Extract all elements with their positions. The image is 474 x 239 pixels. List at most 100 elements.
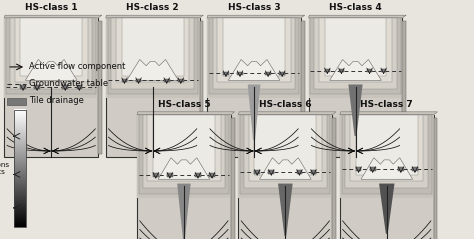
Bar <box>346 115 428 188</box>
Bar <box>147 115 220 181</box>
Polygon shape <box>309 15 406 18</box>
Bar <box>370 167 375 171</box>
Text: HS-class 6: HS-class 6 <box>259 100 312 109</box>
Bar <box>325 69 330 72</box>
Bar <box>231 118 235 239</box>
Bar <box>238 115 332 239</box>
Bar <box>7 98 26 105</box>
Bar <box>137 115 231 239</box>
Bar <box>10 18 92 89</box>
Bar <box>213 18 295 89</box>
Bar <box>265 71 271 75</box>
Bar <box>310 170 316 174</box>
Bar <box>367 69 373 72</box>
Bar <box>309 18 402 157</box>
Bar <box>153 173 159 177</box>
Bar <box>240 115 330 194</box>
Bar <box>279 71 285 75</box>
Bar <box>237 71 243 75</box>
Bar <box>342 115 432 194</box>
Polygon shape <box>340 112 438 115</box>
Polygon shape <box>379 184 394 234</box>
Bar <box>111 18 194 89</box>
Polygon shape <box>238 112 336 115</box>
Bar <box>310 18 401 94</box>
Bar <box>106 18 200 98</box>
Bar <box>223 71 229 75</box>
Polygon shape <box>248 84 260 140</box>
Bar <box>297 170 302 174</box>
Bar <box>340 115 434 198</box>
Bar <box>20 18 82 76</box>
Bar <box>20 85 26 89</box>
Bar <box>106 18 200 157</box>
Polygon shape <box>278 184 292 236</box>
Bar <box>136 78 141 82</box>
Text: HS-class 3: HS-class 3 <box>228 3 281 12</box>
Bar <box>268 170 274 174</box>
Polygon shape <box>4 15 102 18</box>
Bar <box>338 69 344 72</box>
Polygon shape <box>361 158 412 179</box>
Bar <box>398 167 404 171</box>
Bar <box>301 21 305 154</box>
Polygon shape <box>330 60 381 80</box>
Text: Increasing concentrations
of agricultural pollutants: Increasing concentrations of agricultura… <box>0 162 9 175</box>
Polygon shape <box>260 158 311 179</box>
Bar <box>325 18 386 76</box>
Bar <box>350 115 423 181</box>
Bar <box>402 21 406 154</box>
Bar <box>4 18 98 98</box>
Bar <box>434 118 438 239</box>
Text: HS-class 2: HS-class 2 <box>126 3 179 12</box>
Bar <box>63 85 68 89</box>
Polygon shape <box>207 15 305 18</box>
Bar <box>122 18 183 76</box>
Bar <box>319 18 392 82</box>
Bar <box>143 115 225 188</box>
Bar <box>207 18 301 98</box>
Text: HS-class 7: HS-class 7 <box>360 100 413 109</box>
Polygon shape <box>137 112 235 115</box>
Text: HS-class 4: HS-class 4 <box>329 3 382 12</box>
Bar <box>209 18 299 94</box>
Bar <box>209 173 215 177</box>
Bar <box>218 18 291 82</box>
Bar <box>14 110 26 227</box>
Bar <box>116 18 189 82</box>
Bar <box>195 173 201 177</box>
Polygon shape <box>177 184 191 239</box>
Bar <box>255 115 316 175</box>
Bar <box>207 18 301 157</box>
Bar <box>238 115 332 198</box>
Bar <box>200 21 203 154</box>
Polygon shape <box>348 84 363 136</box>
Bar <box>167 173 173 177</box>
Polygon shape <box>228 60 280 80</box>
Polygon shape <box>127 60 178 80</box>
Text: HS-class 1: HS-class 1 <box>25 3 78 12</box>
Bar <box>244 115 327 188</box>
Bar <box>356 167 362 171</box>
Bar <box>76 85 82 89</box>
Bar <box>98 21 102 154</box>
Bar <box>412 167 418 171</box>
Bar <box>6 18 96 94</box>
Bar <box>314 18 397 89</box>
Text: Tile drainage: Tile drainage <box>29 96 84 105</box>
Bar <box>356 115 418 175</box>
Bar <box>178 78 183 82</box>
Bar <box>255 170 260 174</box>
Bar <box>153 115 215 175</box>
Polygon shape <box>106 15 203 18</box>
Bar <box>340 115 434 239</box>
Bar <box>34 85 40 89</box>
Text: Active flow component: Active flow component <box>29 62 126 71</box>
Bar <box>249 115 322 181</box>
Bar <box>108 18 198 94</box>
Text: Groundwater table: Groundwater table <box>29 79 109 88</box>
Bar <box>381 69 386 72</box>
Bar <box>223 18 285 76</box>
Bar <box>15 18 88 82</box>
Polygon shape <box>26 60 77 80</box>
